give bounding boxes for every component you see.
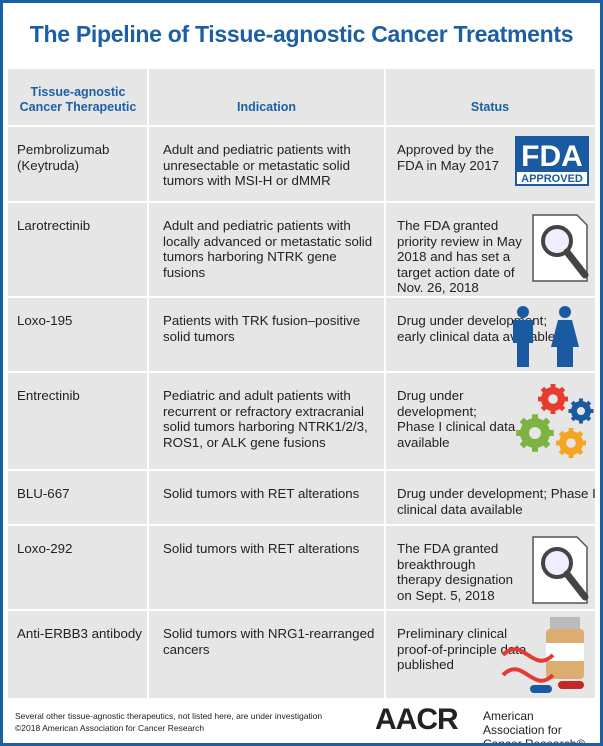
- table-cell: Pediatric and adult patients with recurr…: [163, 388, 368, 450]
- table-row: [8, 526, 595, 609]
- table-cell: Drug under development; Phase I clinical…: [397, 486, 596, 517]
- table-cell: The FDA granted priority review in May 2…: [397, 218, 522, 295]
- column-divider: [147, 69, 149, 698]
- table-cell: Larotrectinib: [17, 218, 91, 233]
- table-cell: Approved by the FDA in May 2017: [397, 142, 499, 173]
- badge-text: APPROVED: [521, 173, 583, 185]
- column-header: Indication: [236, 100, 297, 114]
- table-row: [8, 203, 595, 296]
- title: The Pipeline of Tissue-agnostic Cancer T…: [29, 21, 574, 47]
- gears-icon: [516, 384, 594, 458]
- magnifier-icon: [532, 214, 589, 282]
- table-cell: Adult and pediatric patients with unrese…: [163, 142, 351, 188]
- table-row: [8, 127, 595, 201]
- column-header: Status: [470, 100, 510, 114]
- table-cell: Solid tumors with RET alterations: [163, 541, 360, 556]
- table-cell: Preliminary clinical proof-of-principle …: [397, 626, 527, 672]
- table-cell: Pembrolizumab (Keytruda): [17, 142, 110, 173]
- badge-text: FDA: [521, 140, 583, 173]
- footer-copyright: ©2018 American Association for Cancer Re…: [15, 723, 205, 733]
- table-cell: Patients with TRK fusion–positive solid …: [163, 313, 361, 344]
- table: Tissue-agnostic Cancer Therapeutic Indica…: [3, 3, 600, 743]
- table-cell: Entrectinib: [17, 388, 80, 403]
- table-row: [8, 611, 595, 698]
- table-cell: Anti-ERBB3 antibody: [17, 626, 142, 641]
- header-row: [8, 69, 595, 125]
- table-cell: Loxo-292: [17, 541, 73, 556]
- table-cell: Loxo-195: [17, 313, 73, 328]
- pill-dna-icon: [501, 617, 584, 693]
- column-divider: [384, 69, 386, 698]
- people-icon: [513, 306, 579, 367]
- table-cell: Adult and pediatric patients with locall…: [163, 218, 373, 280]
- footer-note: Several other tissue-agnostic therapeuti…: [15, 711, 323, 721]
- logo-mark: AACR: [375, 703, 459, 736]
- table-row: [8, 471, 595, 524]
- table-cell: Drug under development; Phase I clinical…: [397, 388, 516, 450]
- column-header: Tissue-agnostic Cancer Therapeutic: [19, 85, 137, 114]
- table-cell: The FDA granted breakthrough therapy des…: [397, 541, 514, 603]
- table-cell: Solid tumors with NRG1-rearranged cancer…: [163, 626, 375, 657]
- table-row: [8, 298, 595, 371]
- logo-name: American Association for Cancer Research…: [483, 709, 586, 746]
- magnifier-icon: [532, 536, 589, 604]
- table-cell: Solid tumors with RET alterations: [163, 486, 360, 501]
- table-row: [8, 373, 595, 469]
- table-cell: BLU-667: [17, 486, 70, 501]
